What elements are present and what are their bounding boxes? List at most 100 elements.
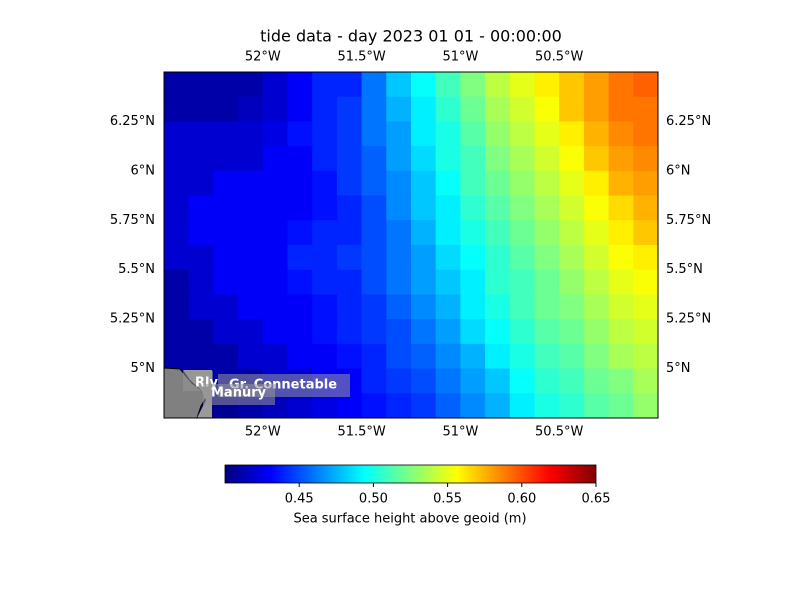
- cell: [188, 319, 214, 345]
- cell: [336, 146, 363, 172]
- cell: [336, 319, 363, 345]
- y-tick-label-right: 5.25°N: [666, 312, 711, 327]
- cell: [262, 96, 288, 122]
- x-tick-label-top: 51°W: [442, 50, 478, 65]
- cell: [633, 294, 659, 320]
- cell: [361, 195, 387, 221]
- cell: [633, 368, 659, 394]
- cell: [460, 220, 486, 246]
- cell: [361, 269, 387, 295]
- cell: [213, 245, 239, 271]
- cell: [583, 343, 610, 370]
- cell: [534, 146, 560, 172]
- cell: [534, 269, 560, 295]
- cell: [336, 294, 363, 320]
- cell: [608, 96, 634, 122]
- cell: [608, 220, 634, 246]
- cell: [435, 195, 461, 221]
- cell: [336, 269, 363, 295]
- cell: [336, 220, 363, 246]
- x-tick-label-bottom: 51°W: [442, 425, 478, 440]
- cell: [287, 195, 313, 221]
- cell: [213, 319, 239, 345]
- cell: [312, 170, 338, 197]
- cell: [262, 146, 288, 172]
- cell: [262, 72, 288, 98]
- cell: [411, 220, 437, 246]
- cell: [411, 319, 437, 345]
- annotation-box: [203, 384, 275, 405]
- cell: [262, 245, 288, 271]
- y-tick-label-left: 5.75°N: [110, 213, 155, 228]
- cell: [534, 72, 560, 98]
- cell: [336, 72, 363, 98]
- cell: [164, 294, 190, 320]
- cell: [164, 146, 190, 172]
- cell: [287, 72, 313, 98]
- cell: [559, 269, 585, 295]
- cell: [361, 170, 387, 197]
- cell: [583, 170, 610, 197]
- heatmap: [164, 72, 659, 419]
- cell: [633, 343, 659, 370]
- cell: [509, 96, 535, 122]
- cell: [583, 245, 610, 271]
- cell: [460, 368, 486, 394]
- cell: [435, 269, 461, 295]
- cell: [633, 195, 659, 221]
- cell: [386, 146, 412, 172]
- cell: [312, 195, 338, 221]
- cell: [361, 121, 387, 147]
- cell: [608, 245, 634, 271]
- y-tick-label-right: 6°N: [666, 163, 691, 178]
- cell: [262, 269, 288, 295]
- cell: [460, 146, 486, 172]
- cell: [460, 319, 486, 345]
- cell: [336, 245, 363, 271]
- cell: [460, 269, 486, 295]
- cell: [411, 368, 437, 394]
- cell: [583, 269, 610, 295]
- cell: [336, 96, 363, 122]
- cell: [608, 146, 634, 172]
- cell: [312, 220, 338, 246]
- cell: [460, 72, 486, 98]
- cell: [262, 170, 288, 197]
- cell: [411, 170, 437, 197]
- cell: [583, 368, 610, 394]
- cell: [164, 170, 190, 197]
- cell: [509, 368, 535, 394]
- cell: [361, 245, 387, 271]
- cell: [509, 294, 535, 320]
- cell: [460, 121, 486, 147]
- cell: [238, 294, 264, 320]
- cell: [485, 121, 511, 147]
- annotation: Manury: [211, 386, 267, 401]
- cell: [633, 170, 659, 197]
- cell: [435, 368, 461, 394]
- colorbar-tick-label: 0.50: [359, 492, 388, 507]
- cell: [485, 245, 511, 271]
- y-tick-label-left: 5°N: [131, 361, 156, 376]
- cell: [608, 170, 634, 197]
- cell: [238, 96, 264, 122]
- cell: [238, 72, 264, 98]
- cell: [534, 294, 560, 320]
- cell: [287, 294, 313, 320]
- cell: [386, 294, 412, 320]
- cell: [608, 319, 634, 345]
- cell: [608, 294, 634, 320]
- cell: [336, 170, 363, 197]
- cell: [608, 121, 634, 147]
- cell: [188, 72, 214, 98]
- cell: [633, 72, 659, 98]
- cell: [485, 319, 511, 345]
- y-tick-label-left: 5.25°N: [110, 312, 155, 327]
- cell: [460, 195, 486, 221]
- cell: [411, 96, 437, 122]
- cell: [435, 146, 461, 172]
- cell: [336, 393, 363, 419]
- cell: [608, 393, 634, 419]
- cell: [509, 146, 535, 172]
- cell: [287, 319, 313, 345]
